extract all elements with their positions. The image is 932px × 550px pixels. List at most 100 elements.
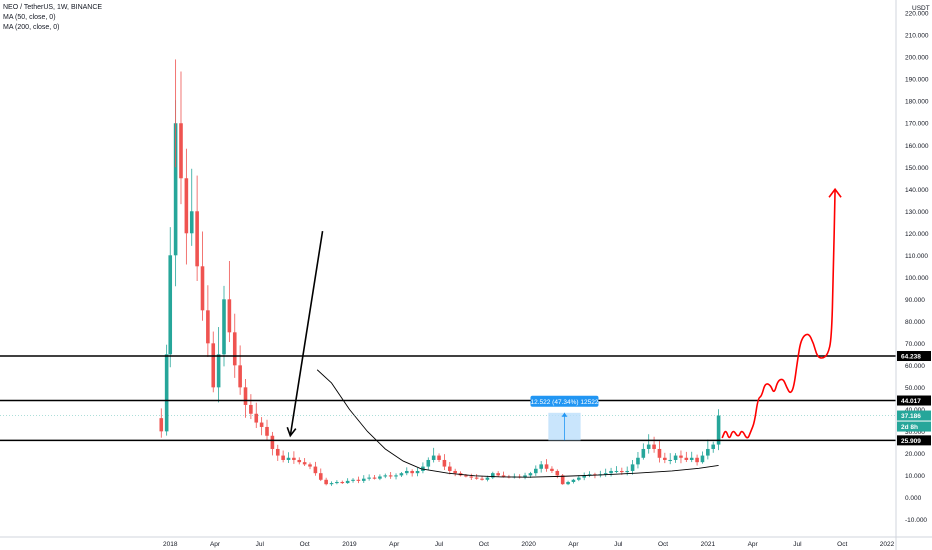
y-tick-label: 120.000 — [905, 231, 929, 238]
candle-body — [496, 473, 500, 476]
candle-body — [286, 457, 291, 460]
candle-body — [222, 299, 226, 355]
candle — [496, 471, 500, 477]
candle-body — [179, 123, 183, 179]
candle — [227, 261, 232, 343]
x-tick-label: 2021 — [701, 541, 716, 548]
x-tick-label: Jul — [435, 541, 444, 548]
y-tick-label: 110.000 — [905, 253, 928, 260]
y-tick-label: 150.000 — [905, 165, 929, 172]
candle-body — [388, 475, 393, 477]
candle — [491, 471, 495, 480]
time-axis[interactable]: 2018 Apr Jul Oct 2019 Apr Jul Oct 2020 Apr Jul Oct 2… — [0, 536, 932, 548]
candle-body — [679, 455, 683, 458]
candle-body — [318, 473, 323, 480]
black-arrow-line[interactable] — [289, 230, 324, 436]
x-tick-label: Apr — [748, 541, 759, 548]
candle-body — [684, 457, 689, 460]
x-tick-label: Jul — [256, 541, 265, 548]
candle-body — [195, 211, 199, 267]
candle-body — [168, 255, 173, 355]
candle — [372, 474, 377, 480]
candle-body — [164, 354, 169, 432]
legend-ma50[interactable]: MA (50, close, 0) — [3, 14, 56, 21]
legend-ma200[interactable]: MA (200, close, 0) — [3, 24, 60, 31]
x-tick-label: Apr — [568, 541, 579, 548]
candle-body — [383, 475, 388, 477]
measure-label-box — [530, 395, 599, 407]
candle — [684, 451, 689, 463]
y-tick-label: 170.000 — [905, 121, 929, 128]
candle — [700, 451, 705, 464]
candle — [652, 436, 656, 453]
candle — [249, 394, 253, 420]
red-projection-path[interactable] — [721, 189, 836, 439]
level-price-tag — [897, 435, 931, 446]
candle — [345, 478, 350, 484]
candle — [410, 469, 414, 477]
x-tick-label: Oct — [300, 541, 310, 548]
candle — [609, 467, 613, 477]
candle — [200, 231, 205, 321]
candle — [598, 470, 603, 478]
candle — [232, 313, 237, 378]
candle-body — [415, 470, 420, 474]
candle — [367, 474, 371, 481]
candle — [630, 460, 635, 475]
candle-body — [378, 476, 382, 479]
candle — [668, 453, 673, 465]
legend-symbol: NEO / TetherUS, 1W, BINANCE — [3, 4, 103, 11]
candle-body — [275, 448, 280, 456]
x-tick-label: Jul — [614, 541, 623, 548]
candle — [447, 461, 452, 475]
red-projection-arrow-head — [828, 187, 842, 198]
y-tick-label: 220.000 — [905, 11, 929, 18]
levels-layer — [0, 355, 896, 442]
candle-body — [297, 459, 302, 463]
candle — [388, 472, 393, 479]
candle-body — [550, 468, 554, 471]
candle-body — [700, 455, 705, 463]
candle-body — [501, 475, 506, 477]
candle-body — [313, 466, 318, 474]
candle-body — [361, 478, 366, 481]
candle — [442, 454, 447, 470]
candle-body — [329, 483, 334, 485]
candle — [517, 474, 522, 479]
candle — [222, 285, 226, 367]
candle — [641, 443, 646, 460]
candle — [335, 480, 339, 485]
candle — [351, 478, 355, 483]
candle — [168, 227, 173, 368]
y-tick-label: 180.000 — [905, 99, 929, 106]
candle — [265, 419, 269, 441]
candle-body — [394, 475, 398, 477]
candle-body — [652, 444, 656, 449]
candle — [297, 457, 302, 465]
candle — [329, 481, 334, 486]
candle — [302, 458, 307, 466]
candle — [689, 451, 694, 463]
candle — [706, 439, 710, 460]
candle-body — [474, 477, 479, 479]
candle-body — [200, 266, 205, 311]
y-tick-label: -10.000 — [905, 517, 927, 524]
candle — [415, 467, 420, 477]
candle — [431, 447, 436, 463]
candle-body — [544, 464, 549, 469]
y-tick-label: 30.000 — [905, 429, 925, 436]
candle-body — [555, 470, 560, 476]
candle — [663, 452, 667, 464]
candle-body — [528, 473, 533, 476]
price-axis[interactable]: -10.000 0.000 10.000 20.000 30.000 40.000 50.0… — [895, 0, 930, 550]
candle — [179, 71, 183, 205]
candle-body — [356, 479, 361, 481]
candle — [292, 451, 296, 464]
candle-body — [716, 415, 721, 445]
candle-body — [211, 343, 216, 388]
candle — [421, 462, 425, 474]
candle-body — [587, 474, 592, 476]
candle — [560, 474, 565, 485]
candle-body — [335, 481, 339, 484]
